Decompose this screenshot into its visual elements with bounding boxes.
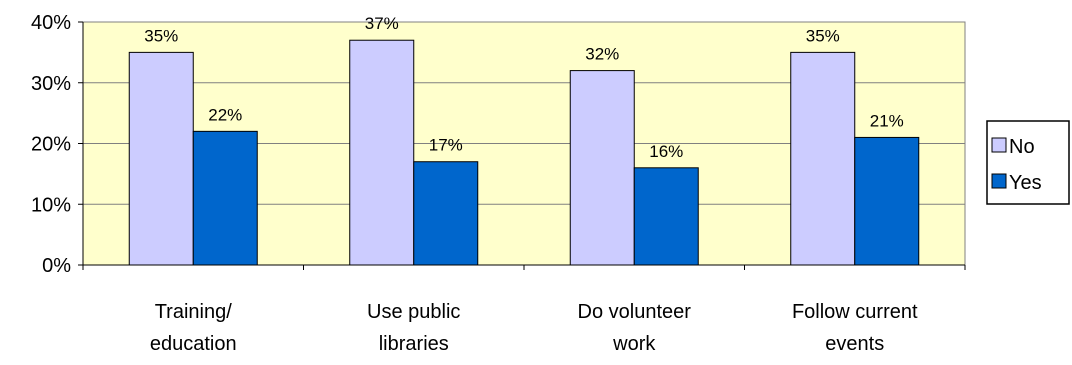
bar-no xyxy=(349,39,415,266)
bar-no xyxy=(569,70,635,266)
bar-no xyxy=(790,51,856,266)
x-tick-label: events xyxy=(825,333,884,355)
x-tick-label: Do volunteer xyxy=(578,301,692,323)
legend xyxy=(986,120,1070,205)
data-label: 17% xyxy=(429,136,463,155)
x-tick-label: libraries xyxy=(379,333,449,355)
y-tick-label: 30% xyxy=(31,73,71,95)
y-tick-label: 10% xyxy=(31,194,71,216)
bar-no xyxy=(128,51,194,266)
data-label: 21% xyxy=(870,111,904,130)
data-label: 37% xyxy=(365,14,399,33)
data-label: 32% xyxy=(585,45,619,64)
x-tick-label: Training/ xyxy=(155,301,233,323)
bar-yes xyxy=(854,136,920,266)
y-tick-label: 40% xyxy=(31,12,71,34)
y-tick-label: 20% xyxy=(31,134,71,156)
x-tick-label: Follow current xyxy=(792,301,918,323)
legend-label: No xyxy=(1009,136,1035,158)
bar-yes xyxy=(192,130,258,266)
legend-swatch xyxy=(991,173,1007,189)
data-label: 16% xyxy=(649,142,683,161)
x-tick-label: work xyxy=(612,333,656,355)
legend-swatch xyxy=(991,137,1007,153)
data-label: 35% xyxy=(806,26,840,45)
data-label: 35% xyxy=(144,26,178,45)
data-label: 22% xyxy=(208,105,242,124)
x-tick-label: education xyxy=(150,333,237,355)
bar-yes xyxy=(633,167,699,266)
legend-label: Yes xyxy=(1009,172,1042,194)
bar-yes xyxy=(413,161,479,266)
x-tick-label: Use public xyxy=(367,301,460,323)
y-tick-label: 0% xyxy=(42,255,71,277)
